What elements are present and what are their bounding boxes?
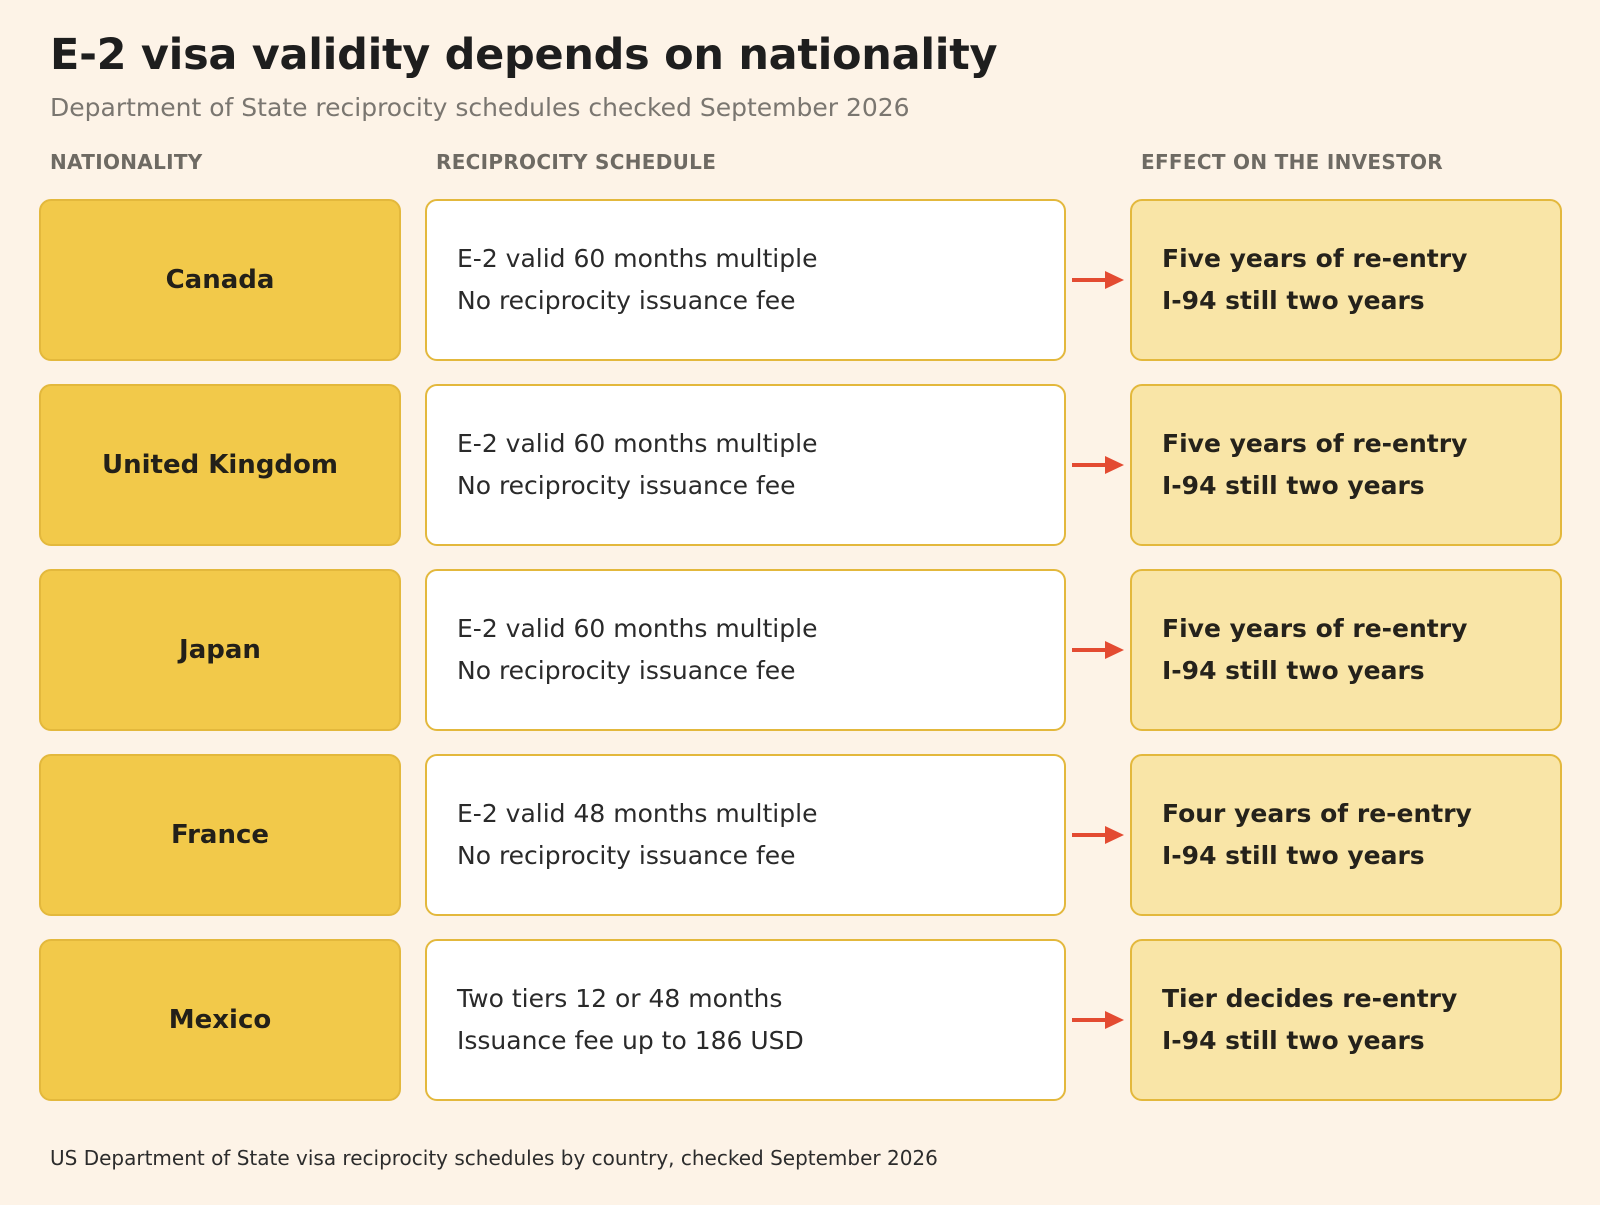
effect-line: Five years of re-entry (1162, 244, 1468, 273)
nationality-label: Canada (165, 265, 275, 295)
header-nationality: NATIONALITY (50, 150, 203, 174)
nationality-box: Mexico (39, 939, 401, 1101)
page-subtitle: Department of State reciprocity schedule… (50, 93, 910, 122)
schedule-line: No reciprocity issuance fee (457, 471, 796, 500)
schedule-line: E-2 valid 60 months multiple (457, 429, 818, 458)
nationality-box: France (39, 754, 401, 916)
page-title: E-2 visa validity depends on nationality (50, 30, 998, 80)
schedule-line: Issuance fee up to 186 USD (457, 1026, 804, 1055)
nationality-rows: Canada E-2 valid 60 months multiple No r… (0, 199, 1600, 1124)
row-france: France E-2 valid 48 months multiple No r… (0, 754, 1600, 916)
arrow-right-icon (1072, 456, 1124, 474)
nationality-label: France (170, 820, 270, 850)
effect-line: Five years of re-entry (1162, 614, 1468, 643)
row-canada: Canada E-2 valid 60 months multiple No r… (0, 199, 1600, 361)
nationality-label: United Kingdom (101, 450, 338, 480)
header-reciprocity-schedule: RECIPROCITY SCHEDULE (436, 150, 717, 174)
nationality-box: Canada (39, 199, 401, 361)
arrow-right-icon (1072, 826, 1124, 844)
schedule-line: No reciprocity issuance fee (457, 841, 796, 870)
schedule-line: No reciprocity issuance fee (457, 656, 796, 685)
nationality-box: Japan (39, 569, 401, 731)
schedule-line: E-2 valid 48 months multiple (457, 799, 818, 828)
schedule-box: E-2 valid 60 months multiple No reciproc… (425, 384, 1066, 546)
nationality-label: Mexico (168, 1005, 272, 1035)
schedule-box: E-2 valid 60 months multiple No reciproc… (425, 569, 1066, 731)
schedule-box: Two tiers 12 or 48 months Issuance fee u… (425, 939, 1066, 1101)
effect-line: I-94 still two years (1162, 471, 1425, 500)
row-mexico: Mexico Two tiers 12 or 48 months Issuanc… (0, 939, 1600, 1101)
effect-box: Tier decides re-entry I-94 still two yea… (1130, 939, 1562, 1101)
header-effect-on-investor: EFFECT ON THE INVESTOR (1141, 150, 1444, 174)
schedule-line: Two tiers 12 or 48 months (457, 984, 783, 1013)
effect-line: I-94 still two years (1162, 841, 1425, 870)
nationality-label: Japan (179, 635, 261, 665)
effect-box: Four years of re-entry I-94 still two ye… (1130, 754, 1562, 916)
effect-line: I-94 still two years (1162, 656, 1425, 685)
effect-line: Five years of re-entry (1162, 429, 1468, 458)
effect-box: Five years of re-entry I-94 still two ye… (1130, 384, 1562, 546)
effect-box: Five years of re-entry I-94 still two ye… (1130, 199, 1562, 361)
effect-line: I-94 still two years (1162, 286, 1425, 315)
schedule-box: E-2 valid 60 months multiple No reciproc… (425, 199, 1066, 361)
effect-box: Five years of re-entry I-94 still two ye… (1130, 569, 1562, 731)
schedule-line: E-2 valid 60 months multiple (457, 614, 818, 643)
arrow-right-icon (1072, 641, 1124, 659)
schedule-line: No reciprocity issuance fee (457, 286, 796, 315)
arrow-right-icon (1072, 271, 1124, 289)
source-footnote: US Department of State visa reciprocity … (50, 1146, 938, 1170)
nationality-box: United Kingdom (39, 384, 401, 546)
effect-line: Tier decides re-entry (1162, 984, 1458, 1013)
row-japan: Japan E-2 valid 60 months multiple No re… (0, 569, 1600, 731)
schedule-line: E-2 valid 60 months multiple (457, 244, 818, 273)
row-united-kingdom: United Kingdom E-2 valid 60 months multi… (0, 384, 1600, 546)
effect-line: I-94 still two years (1162, 1026, 1425, 1055)
schedule-box: E-2 valid 48 months multiple No reciproc… (425, 754, 1066, 916)
arrow-right-icon (1072, 1011, 1124, 1029)
effect-line: Four years of re-entry (1162, 799, 1472, 828)
